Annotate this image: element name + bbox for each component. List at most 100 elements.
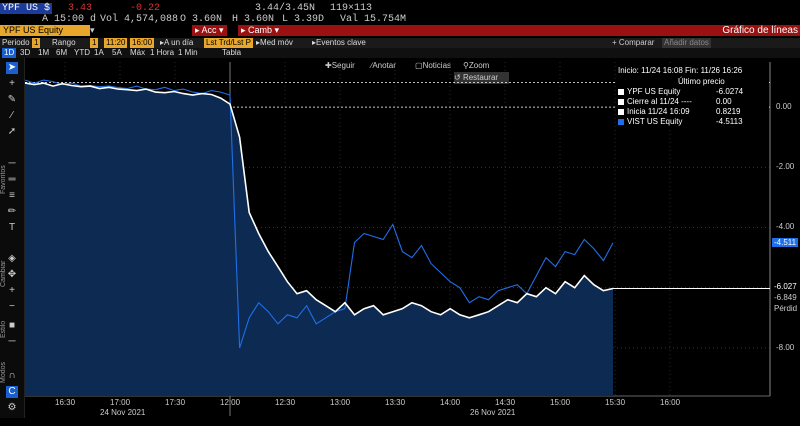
periodo-select[interactable]: 1: [32, 38, 41, 48]
zoom-in-icon[interactable]: +: [9, 285, 15, 296]
pencil-icon[interactable]: ✎: [7, 94, 17, 105]
hline-tool-icon[interactable]: ─: [8, 158, 16, 169]
pointer-icon[interactable]: ➤: [6, 62, 18, 74]
period-toolbar: 1D 3D 1M 6M YTD 1A 5A Máx 1 Hora 1 Min T…: [0, 38, 800, 58]
move-icon[interactable]: ✥: [7, 269, 17, 280]
zoom-button[interactable]: ⚲ Zoom: [463, 61, 490, 70]
channel-tool-icon[interactable]: ═: [8, 174, 16, 185]
brush-icon[interactable]: ✏: [7, 206, 17, 217]
text-tool-icon[interactable]: T: [8, 222, 16, 233]
gear-icon[interactable]: ⚙: [7, 402, 17, 413]
acc-button[interactable]: ▸ Acc ▾: [192, 25, 227, 36]
security-field[interactable]: YPF US Equity: [0, 25, 90, 36]
low-price-tag: -6.849: [774, 293, 797, 302]
bid-ask-size: 119×113: [330, 3, 373, 14]
x-tick-label: 14:00: [440, 398, 461, 407]
seguir-button[interactable]: ✚ Seguir: [325, 61, 355, 70]
time-from-field[interactable]: 11:20: [104, 38, 128, 48]
chart-area: [25, 83, 613, 396]
y-tick-label: -8.00: [776, 342, 795, 352]
anotar-button[interactable]: ∕ Anotar: [371, 61, 396, 70]
period-1a[interactable]: 1A: [94, 48, 104, 57]
x-tick-label: 15:00: [550, 398, 571, 407]
last-price: 3.43: [68, 3, 93, 14]
line-tool-icon[interactable]: ∕: [11, 110, 13, 121]
style-line-icon[interactable]: ─: [8, 336, 16, 347]
x-tick-label: 16:00: [660, 398, 681, 407]
chart-lines: [25, 79, 770, 349]
period-1-min[interactable]: 1 Min: [178, 48, 198, 57]
x-tick-label: 13:30: [385, 398, 406, 407]
bid-ask: 3.44/3.45N: [255, 3, 316, 14]
camb-button[interactable]: ▸ Camb ▾: [238, 25, 283, 36]
anadir-datos-button[interactable]: Añadir datos: [662, 38, 711, 48]
quote-open: O 3.60N: [180, 14, 223, 25]
quote-low: L 3.39D: [282, 14, 325, 25]
date-label: 26 Nov 2021: [470, 408, 516, 417]
legend-value: 0.00: [716, 97, 732, 106]
magnet-icon[interactable]: ∩: [8, 370, 16, 381]
rango-label: Rango: [52, 38, 76, 47]
ray-tool-icon[interactable]: ➚: [7, 126, 17, 137]
x-tick-label: 12:30: [275, 398, 296, 407]
security-toolbar: YPF US Equity ▾ ▸ Acc ▾ ▸ Camb ▾ Gráfico…: [0, 25, 800, 37]
a-un-dia-option[interactable]: ▸ A un día: [160, 38, 194, 47]
quote-detail-row: A 15:00 d Vol 4,574,088 O 3.60N H 3.60N …: [0, 14, 800, 25]
settings-toolbar: Periodo 1 Rango 1 11:20 16:00 ▸ A un día…: [0, 38, 800, 48]
eventos-clave-option[interactable]: ▸ Eventos clave: [312, 38, 366, 47]
ypf-area: [25, 83, 613, 396]
quote-high: H 3.60N: [232, 14, 275, 25]
period-5a[interactable]: 5A: [112, 48, 122, 57]
legend-item[interactable]: Cierre al 11/24 ----: [618, 97, 692, 106]
period-max[interactable]: Máx: [130, 48, 146, 57]
periodo-label: Periodo: [2, 38, 30, 47]
fib-tool-icon[interactable]: ≡: [9, 190, 15, 201]
date-label: 24 Nov 2021: [100, 408, 146, 417]
perdida-tag: Pérdid: [774, 304, 798, 313]
quote-time: A 15:00 d: [42, 14, 97, 25]
x-tick-label: 17:30: [165, 398, 186, 407]
ticker-label[interactable]: YPF US $: [0, 3, 53, 14]
footer: [0, 418, 800, 426]
time-to-field[interactable]: 16:00: [130, 38, 155, 48]
legend-item[interactable]: Inicia 11/24 16:09: [618, 107, 690, 116]
legend-item[interactable]: VIST US Equity: [618, 117, 682, 126]
noticias-button[interactable]: ▢ Noticias: [415, 61, 452, 70]
price-change: -0.22: [130, 3, 161, 14]
x-tick-label: 13:00: [330, 398, 351, 407]
period-1m[interactable]: 1M: [38, 48, 50, 57]
period-6m[interactable]: 6M: [56, 48, 68, 57]
chart-type-title: Gráfico de líneas: [722, 25, 798, 36]
title-bar-fill: [282, 25, 800, 36]
mode-icon[interactable]: C: [6, 386, 18, 398]
style-color-icon[interactable]: ■: [8, 320, 16, 331]
crosshair-icon[interactable]: +: [9, 78, 15, 89]
quote-volume: Vol 4,574,088: [100, 14, 179, 25]
tabla-tab[interactable]: Tabla: [222, 48, 242, 57]
period-1-hora[interactable]: 1 Hora: [150, 48, 175, 57]
legend-value: 0.8219: [716, 107, 741, 116]
dropdown-icon[interactable]: ▾: [90, 25, 95, 35]
last-trade-select[interactable]: Lst Trd/Lst P: [204, 38, 253, 48]
ypf-price-tag: -6.027: [772, 282, 799, 291]
x-tick-label: 17:00: [110, 398, 131, 407]
comparar-button[interactable]: + Comparar: [612, 38, 655, 47]
quote-bar: YPF US $ 3.43 -0.22 3.44/3.45N 119×113: [0, 0, 800, 17]
y-tick-label: -2.00: [776, 162, 795, 172]
legend-item[interactable]: YPF US Equity: [618, 87, 680, 96]
period-1d[interactable]: 1D: [2, 48, 17, 58]
restaurar-button[interactable]: ↺ Restaurar: [454, 72, 509, 84]
zoom-out-icon[interactable]: −: [9, 301, 15, 312]
legend-value: -4.5113: [716, 117, 743, 126]
period-ytd[interactable]: YTD: [74, 48, 90, 57]
x-tick-label: 12:00: [220, 398, 241, 407]
rango-select[interactable]: 1: [90, 38, 99, 48]
med-mov-option[interactable]: ▸ Med móv: [256, 38, 293, 47]
period-3d[interactable]: 3D: [20, 48, 31, 57]
vist-line: [25, 79, 614, 349]
x-tick-label: 14:30: [495, 398, 516, 407]
y-tick-label: 0.00: [776, 102, 792, 112]
fill-tool-icon[interactable]: ◈: [8, 253, 16, 264]
vist-price-tag: -4.511: [772, 238, 799, 247]
y-tick-label: -4.00: [776, 222, 795, 232]
